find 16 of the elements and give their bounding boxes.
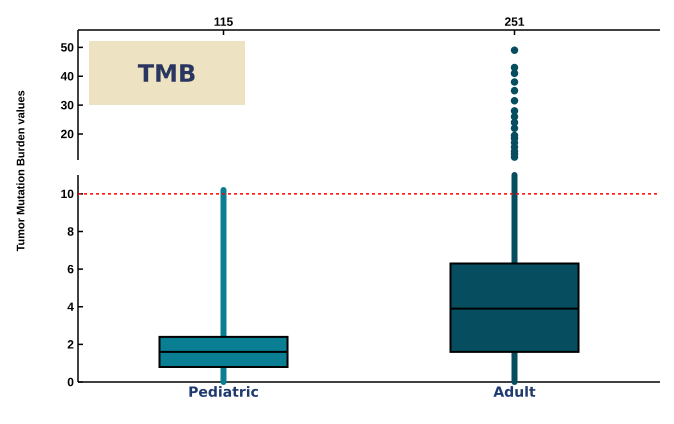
x-tick-label: 115	[214, 18, 233, 26]
y-tick-label: 4	[67, 302, 74, 311]
y-tick-label: 0	[68, 378, 74, 386]
y-tick-label: 10	[61, 190, 74, 198]
y-tick-label: 8	[68, 227, 74, 236]
y-tick-label: 20	[60, 130, 74, 138]
y-tick-label: 6	[68, 264, 74, 274]
y-tick-label: 40	[60, 72, 74, 80]
x-tick-label: Adult	[493, 386, 536, 397]
x-tick-label: Pediatric	[189, 386, 258, 397]
y-axis-title: Tumor Mutation Burden values	[16, 90, 24, 252]
y-tick-label: 2	[68, 340, 74, 349]
text: TMB	[138, 64, 195, 82]
y-tick-label: 30	[60, 100, 74, 110]
x-tick-label: 251	[504, 17, 524, 26]
y-tick-label: 50	[60, 43, 74, 52]
